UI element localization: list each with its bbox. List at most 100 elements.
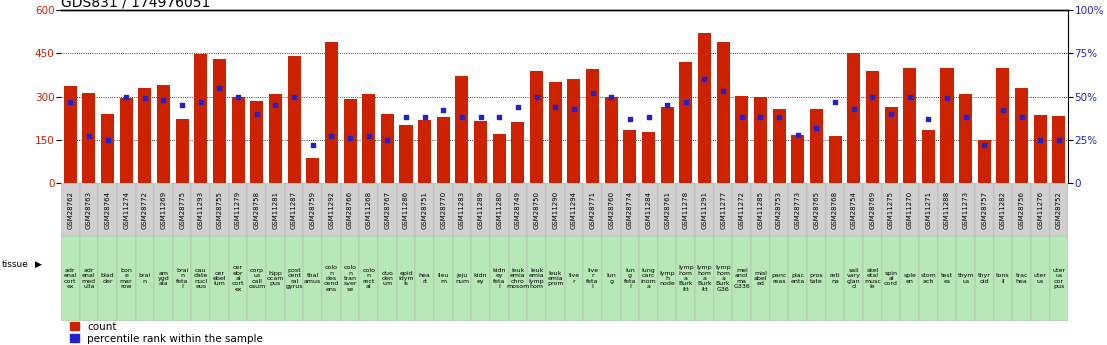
Bar bbox=[82, 93, 95, 183]
Point bbox=[303, 142, 321, 148]
Text: sple
en: sple en bbox=[903, 273, 917, 284]
Text: GSM11276: GSM11276 bbox=[1037, 190, 1043, 229]
Bar bbox=[826, 236, 845, 321]
Text: leuk
emia
prom: leuk emia prom bbox=[547, 271, 563, 286]
Text: live
r
feta
l: live r feta l bbox=[587, 268, 599, 289]
Text: jeju
num: jeju num bbox=[455, 273, 469, 284]
Bar bbox=[80, 183, 99, 236]
Point bbox=[583, 90, 601, 96]
Bar bbox=[754, 97, 767, 183]
Bar bbox=[176, 119, 188, 183]
Point bbox=[770, 115, 788, 120]
Text: GSM11294: GSM11294 bbox=[571, 190, 577, 229]
Bar bbox=[455, 77, 468, 183]
Bar bbox=[565, 236, 583, 321]
Text: spin
al
cord: spin al cord bbox=[884, 271, 898, 286]
Bar bbox=[453, 183, 472, 236]
Bar bbox=[266, 236, 284, 321]
Bar bbox=[956, 183, 975, 236]
Bar bbox=[994, 236, 1012, 321]
Bar bbox=[472, 183, 490, 236]
Text: duo
den
um: duo den um bbox=[382, 271, 393, 286]
Bar bbox=[658, 236, 676, 321]
Bar bbox=[377, 183, 396, 236]
Bar bbox=[135, 183, 154, 236]
Text: GSM28763: GSM28763 bbox=[86, 190, 92, 229]
Point bbox=[434, 108, 452, 113]
Bar bbox=[549, 82, 561, 183]
Bar bbox=[938, 236, 956, 321]
Text: live
r: live r bbox=[568, 273, 579, 284]
Bar bbox=[341, 183, 360, 236]
Bar bbox=[941, 68, 953, 183]
Text: adr
enal
med
ulla: adr enal med ulla bbox=[82, 268, 96, 289]
Bar bbox=[231, 97, 245, 183]
Bar bbox=[64, 86, 76, 183]
Text: GSM11279: GSM11279 bbox=[235, 190, 241, 229]
Point bbox=[341, 135, 359, 141]
Bar bbox=[493, 134, 506, 183]
Text: GSM28759: GSM28759 bbox=[310, 190, 315, 229]
Point bbox=[453, 115, 470, 120]
Text: lymp
hom
a
Burk
itt: lymp hom a Burk itt bbox=[696, 265, 712, 292]
Bar bbox=[1012, 183, 1031, 236]
Text: brai
n: brai n bbox=[138, 273, 151, 284]
Bar bbox=[881, 236, 900, 321]
Text: GSM11272: GSM11272 bbox=[738, 190, 745, 229]
Bar bbox=[269, 94, 282, 183]
Bar bbox=[266, 183, 284, 236]
Text: GSM11289: GSM11289 bbox=[477, 190, 484, 229]
Bar bbox=[639, 236, 658, 321]
Bar bbox=[565, 183, 583, 236]
Bar bbox=[434, 236, 453, 321]
Text: GSM28762: GSM28762 bbox=[68, 190, 73, 229]
Bar bbox=[415, 183, 434, 236]
Text: GSM28755: GSM28755 bbox=[217, 191, 223, 228]
Point bbox=[379, 137, 396, 142]
Bar bbox=[752, 236, 769, 321]
Text: tissue: tissue bbox=[2, 260, 29, 269]
Bar bbox=[845, 183, 863, 236]
Bar bbox=[192, 236, 210, 321]
Bar bbox=[138, 88, 152, 183]
Text: GSM28750: GSM28750 bbox=[534, 190, 539, 229]
Bar bbox=[602, 236, 621, 321]
Text: sali
vary
glan
d: sali vary glan d bbox=[847, 268, 861, 289]
Bar bbox=[154, 236, 173, 321]
Bar bbox=[508, 183, 527, 236]
Point bbox=[938, 96, 955, 101]
Bar bbox=[324, 42, 338, 183]
Point bbox=[192, 99, 209, 105]
Bar bbox=[307, 158, 319, 183]
Bar bbox=[752, 183, 769, 236]
Text: epid
idym
is: epid idym is bbox=[399, 271, 414, 286]
Text: ileu
m: ileu m bbox=[437, 273, 449, 284]
Bar bbox=[938, 183, 956, 236]
Point bbox=[807, 125, 825, 130]
Text: GSM11285: GSM11285 bbox=[757, 190, 764, 229]
Bar bbox=[210, 183, 229, 236]
Point bbox=[117, 94, 135, 99]
Point bbox=[509, 104, 527, 110]
Bar bbox=[602, 183, 621, 236]
Point bbox=[845, 106, 862, 111]
Bar bbox=[1049, 236, 1068, 321]
Bar bbox=[975, 183, 994, 236]
Point bbox=[659, 102, 676, 108]
Text: GSM11284: GSM11284 bbox=[645, 190, 652, 229]
Text: thyr
oid: thyr oid bbox=[977, 273, 991, 284]
Bar bbox=[977, 140, 991, 183]
Text: GSM28752: GSM28752 bbox=[1056, 191, 1062, 228]
Text: GSM28775: GSM28775 bbox=[179, 190, 185, 229]
Text: cer
ebr
al
cort
ex: cer ebr al cort ex bbox=[231, 265, 245, 292]
Point bbox=[826, 99, 844, 105]
Point bbox=[80, 134, 97, 139]
Text: hipp
ocam
pus: hipp ocam pus bbox=[267, 271, 284, 286]
Bar bbox=[511, 122, 525, 183]
Bar bbox=[863, 183, 881, 236]
Point bbox=[640, 115, 658, 120]
Bar bbox=[676, 236, 695, 321]
Text: brai
n
feta
l: brai n feta l bbox=[176, 268, 188, 289]
Bar bbox=[474, 121, 487, 183]
Bar bbox=[568, 79, 580, 183]
